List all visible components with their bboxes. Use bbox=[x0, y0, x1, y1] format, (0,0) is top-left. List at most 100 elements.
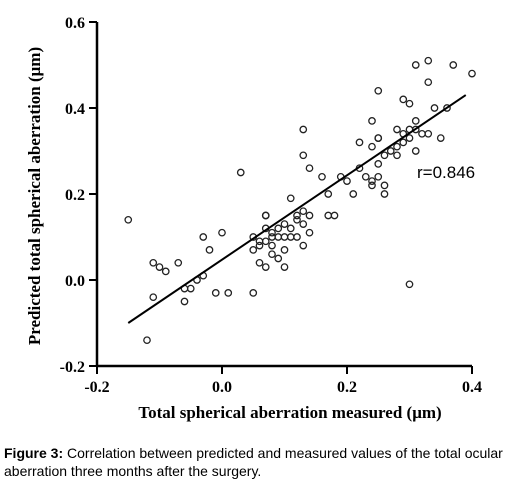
data-point bbox=[411, 147, 420, 155]
data-point bbox=[386, 147, 395, 155]
data-point bbox=[149, 293, 158, 302]
data-point bbox=[393, 125, 401, 134]
data-point bbox=[368, 177, 376, 185]
data-point bbox=[280, 220, 289, 228]
data-point bbox=[280, 233, 289, 241]
data-point bbox=[299, 220, 308, 228]
data-point bbox=[174, 258, 183, 267]
y-tick-label: 0.6 bbox=[65, 15, 85, 32]
data-point bbox=[399, 138, 408, 147]
data-point bbox=[211, 289, 220, 297]
data-point bbox=[399, 95, 408, 104]
data-point bbox=[305, 228, 314, 237]
y-tick-label: 0.4 bbox=[65, 101, 85, 118]
data-point bbox=[405, 280, 414, 289]
data-point bbox=[268, 228, 276, 237]
data-point bbox=[293, 211, 301, 220]
x-tick-label: 0.4 bbox=[462, 379, 482, 396]
data-point bbox=[255, 237, 264, 246]
data-point bbox=[180, 297, 189, 306]
data-point bbox=[286, 224, 295, 233]
data-point bbox=[380, 151, 389, 160]
data-point bbox=[368, 142, 376, 151]
data-point bbox=[443, 104, 451, 112]
data-point bbox=[374, 160, 383, 168]
data-point bbox=[430, 104, 439, 112]
data-point bbox=[305, 211, 314, 220]
data-point bbox=[436, 134, 445, 142]
data-point bbox=[255, 258, 264, 267]
data-point bbox=[424, 56, 433, 65]
data-point bbox=[424, 129, 433, 138]
data-point bbox=[324, 190, 333, 198]
data-point bbox=[411, 125, 420, 134]
data-point bbox=[286, 233, 295, 241]
caption-text: Correlation between predicted and measur… bbox=[4, 445, 503, 479]
data-point bbox=[274, 224, 283, 233]
data-point bbox=[161, 267, 170, 276]
data-point bbox=[374, 86, 383, 95]
data-point bbox=[411, 61, 420, 69]
data-point bbox=[418, 129, 426, 138]
data-point bbox=[274, 254, 283, 263]
data-point bbox=[449, 61, 458, 69]
data-point bbox=[374, 172, 383, 181]
x-tick-label: 0.0 bbox=[212, 379, 232, 396]
data-point bbox=[236, 168, 245, 177]
axes: -0.2 0.0 0.2 0.4 0.6 -0.2 0.0 0.2 0.4 bbox=[60, 15, 482, 396]
data-point bbox=[380, 190, 389, 198]
data-point bbox=[343, 177, 351, 185]
regression-line bbox=[127, 94, 467, 324]
data-point bbox=[261, 237, 270, 246]
data-point bbox=[299, 241, 308, 250]
data-point bbox=[411, 117, 420, 125]
data-point bbox=[280, 246, 289, 254]
fit-line bbox=[127, 94, 467, 324]
data-point bbox=[393, 151, 401, 160]
y-axis-title: Predicted total spherical aberration (μm… bbox=[25, 47, 44, 345]
data-point bbox=[368, 181, 376, 190]
data-point bbox=[468, 69, 476, 78]
data-point bbox=[299, 125, 308, 134]
data-point bbox=[324, 211, 333, 220]
data-point bbox=[199, 233, 208, 241]
data-point bbox=[355, 138, 364, 147]
correlation-annotation: r=0.846 bbox=[417, 163, 475, 182]
data-point bbox=[186, 284, 195, 293]
data-point bbox=[299, 207, 308, 216]
y-tick-label: 0.0 bbox=[65, 273, 85, 290]
data-point bbox=[124, 215, 133, 224]
y-tick-label: -0.2 bbox=[60, 359, 85, 376]
data-point bbox=[274, 233, 283, 241]
data-point bbox=[349, 190, 358, 198]
data-point bbox=[286, 194, 295, 203]
data-point bbox=[374, 134, 383, 142]
data-point bbox=[293, 215, 301, 224]
data-point bbox=[424, 78, 433, 87]
data-point bbox=[330, 211, 339, 220]
data-point bbox=[261, 211, 270, 220]
data-point bbox=[268, 241, 276, 250]
data-point bbox=[249, 289, 258, 297]
data-point bbox=[268, 233, 276, 241]
data-point bbox=[205, 246, 214, 254]
data-point bbox=[299, 151, 308, 160]
data-point bbox=[249, 246, 258, 254]
data-point bbox=[280, 263, 289, 271]
scatter-chart: -0.2 0.0 0.2 0.4 0.6 -0.2 0.0 0.2 0.4 Predicted … bbox=[25, 15, 482, 422]
data-point bbox=[293, 233, 301, 241]
data-point bbox=[149, 258, 158, 267]
data-point bbox=[268, 250, 276, 259]
data-point bbox=[405, 99, 414, 108]
x-tick-label: -0.2 bbox=[84, 379, 109, 396]
x-tick-label: 0.2 bbox=[337, 379, 357, 396]
data-point bbox=[305, 164, 314, 173]
y-tick-label: 0.2 bbox=[65, 187, 85, 204]
data-point bbox=[318, 172, 326, 181]
figure-caption: Figure 3: Correlation between predicted … bbox=[4, 444, 514, 480]
data-point bbox=[361, 172, 370, 181]
x-axis-title: Total spherical aberration measured (μm) bbox=[138, 403, 441, 422]
data-point bbox=[224, 289, 233, 297]
data-point bbox=[255, 241, 264, 250]
data-point bbox=[143, 336, 151, 345]
